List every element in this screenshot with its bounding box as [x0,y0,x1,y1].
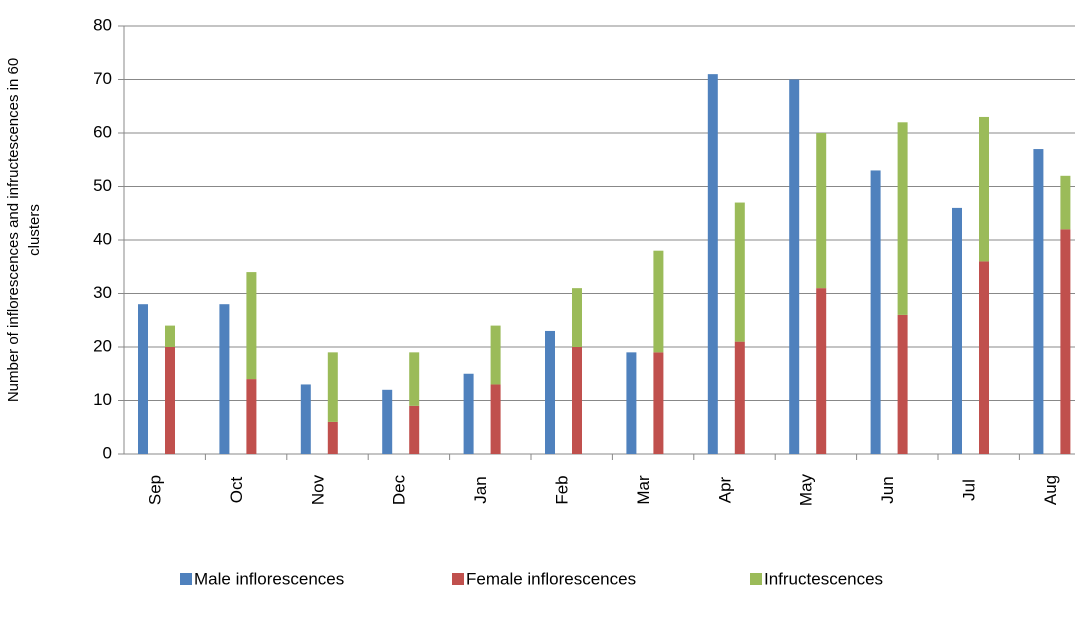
bar [327,352,338,422]
bar [952,207,962,454]
bar [1033,149,1044,455]
bar [327,421,338,454]
bar [300,384,311,454]
legend-swatch [452,573,464,585]
bar [653,250,664,353]
x-tick-label: Aug [1041,475,1060,505]
x-tick-label: Feb [552,475,571,504]
y-tick-label: 80 [93,15,112,34]
bar [734,202,745,342]
bar [816,288,827,454]
bar [490,325,501,385]
bar [979,261,989,454]
bar [1060,175,1071,230]
y-tick-label: 30 [93,283,112,302]
y-tick-label: 20 [93,336,112,355]
x-tick-label: Mar [634,475,653,505]
bar [653,352,664,454]
bar [816,133,827,289]
legend-label: Male inflorescences [194,569,344,588]
x-tick-label: Jan [471,476,490,503]
bar [789,79,800,454]
y-tick-label: 50 [93,176,112,195]
legend-label: Female inflorescences [466,569,636,588]
bar [490,384,501,454]
x-tick-label: Sep [145,475,164,505]
y-tick-label: 40 [93,229,112,248]
bar [897,314,908,454]
x-tick-label: May [797,473,816,506]
bar [219,304,230,454]
x-tick-label: Nov [308,474,327,505]
bar [979,116,989,262]
y-tick-label: 0 [103,443,112,462]
bar [382,389,393,454]
bar [626,352,637,454]
x-tick-label: Oct [227,477,246,504]
y-axis-title: clusters [26,204,43,256]
bar [1060,229,1071,454]
bar [246,272,257,380]
legend-swatch [750,573,762,585]
x-tick-label: Jun [878,476,897,503]
y-tick-label: 70 [93,69,112,88]
bar [138,304,148,454]
bar [409,405,420,454]
bar [545,330,555,454]
bar [870,170,881,454]
bar [165,325,175,347]
y-tick-label: 10 [93,390,112,409]
x-tick-label: Jul [959,479,978,501]
bar [707,74,718,455]
bar [463,373,474,454]
legend-swatch [180,573,192,585]
x-tick-label: Apr [715,476,734,503]
y-tick-label: 60 [93,122,112,141]
legend-label: Infructescences [764,569,883,588]
bar [734,341,745,454]
bar [572,347,582,454]
bar [572,288,582,347]
bar [409,352,420,406]
bar [246,379,257,454]
x-tick-label: Dec [390,474,409,505]
bar [897,122,908,315]
y-axis-title: Number of inflorescences and infructesce… [5,58,22,402]
bar [165,347,175,454]
